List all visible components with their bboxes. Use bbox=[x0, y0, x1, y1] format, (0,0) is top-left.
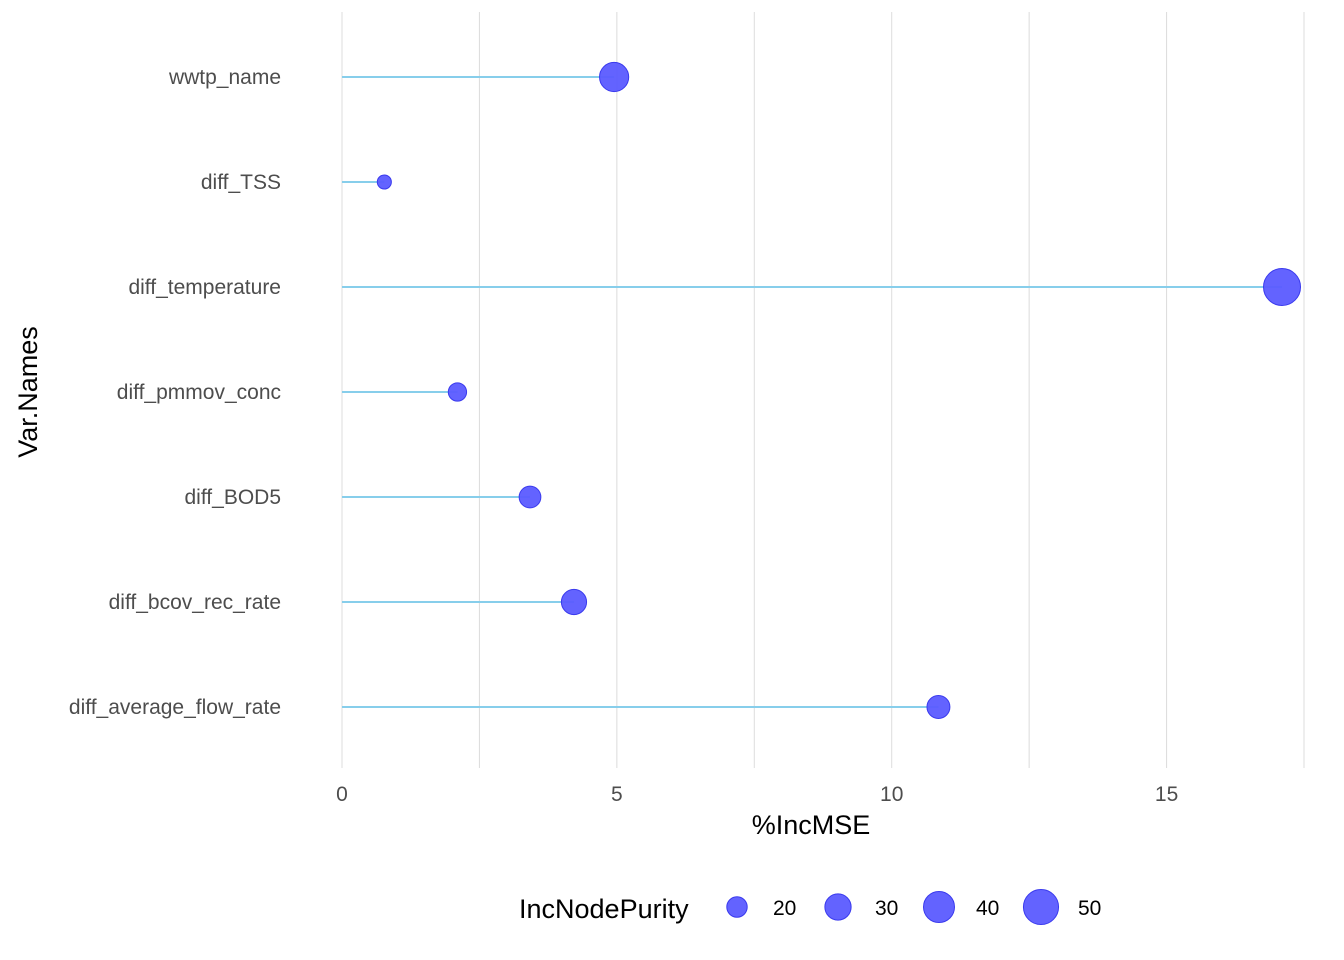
legend-label: 50 bbox=[1078, 897, 1101, 920]
legend-key bbox=[824, 893, 852, 921]
legend-label: 30 bbox=[875, 897, 898, 920]
x-axis-title: %IncMSE bbox=[752, 810, 871, 840]
legend-key bbox=[1022, 888, 1060, 926]
legend-key bbox=[923, 891, 955, 923]
lollipop-point bbox=[1263, 268, 1302, 306]
lollipop-segments bbox=[342, 76, 1283, 708]
legend-key bbox=[726, 896, 748, 918]
legend-items: 20 30 40 50 bbox=[726, 888, 1101, 926]
size-legend: IncNodePurity 20 30 40 50 bbox=[519, 888, 1101, 926]
y-tick-label: wwtp_name bbox=[168, 66, 281, 89]
y-tick-label: diff_TSS bbox=[201, 171, 281, 194]
lollipop-point bbox=[518, 485, 542, 509]
x-tick-label: 15 bbox=[1155, 783, 1178, 806]
x-tick-label: 10 bbox=[880, 783, 903, 806]
lollipop-point bbox=[376, 174, 392, 190]
legend-label: 20 bbox=[773, 897, 796, 920]
grid-lines bbox=[341, 12, 1305, 768]
lollipop-point bbox=[447, 382, 468, 402]
y-tick-label: diff_temperature bbox=[128, 276, 281, 299]
y-tick-labels: wwtp_name diff_TSS diff_temperature diff_pm… bbox=[69, 66, 281, 719]
y-tick-label: diff_average_flow_rate bbox=[69, 696, 281, 719]
lollipop-point bbox=[560, 588, 588, 616]
lollipop-point bbox=[926, 695, 951, 719]
y-tick-label: diff_bcov_rec_rate bbox=[109, 591, 281, 614]
legend-title: IncNodePurity bbox=[519, 894, 689, 924]
y-tick-label: diff_BOD5 bbox=[185, 486, 282, 509]
y-axis-title: Var.Names bbox=[13, 326, 43, 458]
lollipop-points bbox=[376, 61, 1302, 719]
x-tick-labels: 0 5 10 15 bbox=[336, 783, 1178, 806]
legend-label: 40 bbox=[976, 897, 999, 920]
x-tick-label: 0 bbox=[336, 783, 348, 806]
x-tick-label: 5 bbox=[611, 783, 623, 806]
lollipop-point bbox=[599, 61, 630, 93]
y-tick-label: diff_pmmov_conc bbox=[117, 381, 281, 404]
